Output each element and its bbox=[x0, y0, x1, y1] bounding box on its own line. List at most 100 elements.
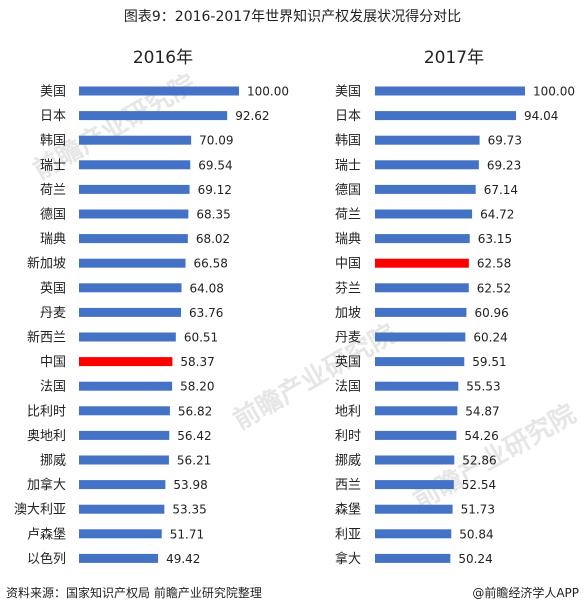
data-label: 63.15 bbox=[478, 232, 512, 246]
category-label: 德国 bbox=[40, 208, 66, 223]
data-label: 58.20 bbox=[180, 380, 214, 394]
category-label: 芬兰 bbox=[335, 281, 361, 296]
bar bbox=[375, 430, 457, 440]
page-title: 图表9：2016-2017年世界知识产权发展状况得分对比 bbox=[123, 9, 462, 25]
data-label: 62.52 bbox=[477, 281, 511, 295]
bar bbox=[79, 332, 176, 342]
data-label: 59.51 bbox=[472, 355, 506, 369]
category-label: 利时 bbox=[335, 429, 361, 444]
category-label: 瑞士 bbox=[335, 158, 361, 173]
source-note: 资料来源：国家知识产权局 前瞻产业研究院整理 bbox=[6, 586, 262, 600]
category-label: 比利时 bbox=[27, 404, 66, 419]
bar bbox=[79, 504, 165, 514]
data-label: 51.73 bbox=[461, 503, 495, 517]
data-label: 69.54 bbox=[198, 158, 232, 172]
data-label: 68.02 bbox=[196, 232, 230, 246]
bar bbox=[375, 455, 455, 465]
data-label: 50.24 bbox=[458, 552, 492, 566]
category-label: 德国 bbox=[335, 183, 361, 198]
data-label: 64.08 bbox=[190, 281, 224, 295]
category-label: 地利 bbox=[335, 404, 361, 419]
category-label: 拿大 bbox=[335, 551, 361, 567]
category-label: 以色列 bbox=[27, 551, 66, 567]
bar bbox=[375, 504, 453, 514]
category-label: 荷兰 bbox=[335, 208, 361, 223]
data-label: 50.84 bbox=[459, 527, 493, 541]
bar bbox=[375, 283, 469, 293]
data-label: 69.73 bbox=[488, 134, 522, 148]
category-label: 西兰 bbox=[335, 478, 361, 493]
data-label: 62.58 bbox=[477, 257, 511, 271]
bar bbox=[79, 135, 192, 145]
data-label: 54.26 bbox=[464, 429, 498, 443]
data-label: 100.00 bbox=[247, 85, 289, 99]
category-label: 瑞典 bbox=[335, 232, 361, 247]
data-label: 55.53 bbox=[466, 380, 500, 394]
bar bbox=[79, 553, 159, 563]
bar bbox=[375, 111, 517, 121]
category-label: 利亚 bbox=[335, 527, 361, 542]
data-label: 92.62 bbox=[235, 109, 269, 123]
bar bbox=[79, 184, 190, 194]
category-label: 日本 bbox=[335, 109, 361, 124]
category-label: 新西兰 bbox=[27, 330, 66, 346]
category-label: 韩国 bbox=[40, 134, 66, 149]
data-label: 53.98 bbox=[173, 478, 207, 492]
bar bbox=[79, 529, 162, 539]
data-label: 60.51 bbox=[184, 331, 218, 345]
data-label: 68.35 bbox=[196, 208, 230, 222]
category-label: 丹麦 bbox=[335, 331, 361, 346]
category-label: 卢森堡 bbox=[27, 526, 66, 542]
data-label: 69.23 bbox=[487, 158, 521, 172]
bar bbox=[79, 160, 191, 170]
bar bbox=[79, 283, 182, 293]
data-label: 52.54 bbox=[462, 478, 496, 492]
data-label: 60.24 bbox=[473, 331, 507, 345]
category-label: 澳大利亚 bbox=[14, 502, 66, 518]
category-label: 法国 bbox=[335, 380, 361, 395]
bar bbox=[375, 160, 479, 170]
data-label: 56.42 bbox=[177, 429, 211, 443]
data-label: 63.76 bbox=[189, 306, 223, 320]
category-label: 中国 bbox=[335, 257, 361, 272]
category-label: 英国 bbox=[335, 355, 361, 370]
bar bbox=[375, 406, 458, 416]
chart-title-2016: 2016年 bbox=[133, 48, 193, 68]
bar-highlight bbox=[375, 258, 469, 268]
data-label: 56.82 bbox=[178, 404, 212, 418]
bar bbox=[79, 381, 173, 391]
data-label: 53.35 bbox=[172, 503, 206, 517]
category-label: 法国 bbox=[40, 380, 66, 395]
bar bbox=[79, 430, 170, 440]
data-label: 54.87 bbox=[465, 404, 499, 418]
category-label: 瑞典 bbox=[40, 232, 66, 247]
category-label: 韩国 bbox=[335, 134, 361, 149]
data-label: 94.04 bbox=[524, 109, 558, 123]
category-label: 美国 bbox=[40, 85, 66, 100]
data-label: 49.42 bbox=[166, 552, 200, 566]
data-label: 70.09 bbox=[199, 134, 233, 148]
bar bbox=[375, 307, 467, 317]
bar bbox=[375, 209, 473, 219]
bar bbox=[375, 480, 454, 490]
data-label: 100.00 bbox=[533, 85, 575, 99]
category-label: 挪威 bbox=[335, 454, 361, 469]
category-label: 加拿大 bbox=[27, 477, 66, 493]
bar bbox=[79, 258, 186, 268]
chart-title-2017: 2017年 bbox=[424, 48, 484, 68]
category-label: 中国 bbox=[40, 355, 66, 370]
data-label: 56.21 bbox=[177, 454, 211, 468]
bar bbox=[375, 135, 480, 145]
bar bbox=[375, 553, 451, 563]
footer: 资料来源：国家知识产权局 前瞻产业研究院整理 @前瞻经济学人APP bbox=[6, 584, 579, 606]
bar bbox=[79, 406, 170, 416]
bar bbox=[375, 234, 470, 244]
data-label: 69.12 bbox=[198, 183, 232, 197]
category-label: 加坡 bbox=[335, 306, 361, 321]
data-label: 52.86 bbox=[462, 454, 496, 468]
bar bbox=[375, 529, 452, 539]
bar bbox=[79, 480, 166, 490]
